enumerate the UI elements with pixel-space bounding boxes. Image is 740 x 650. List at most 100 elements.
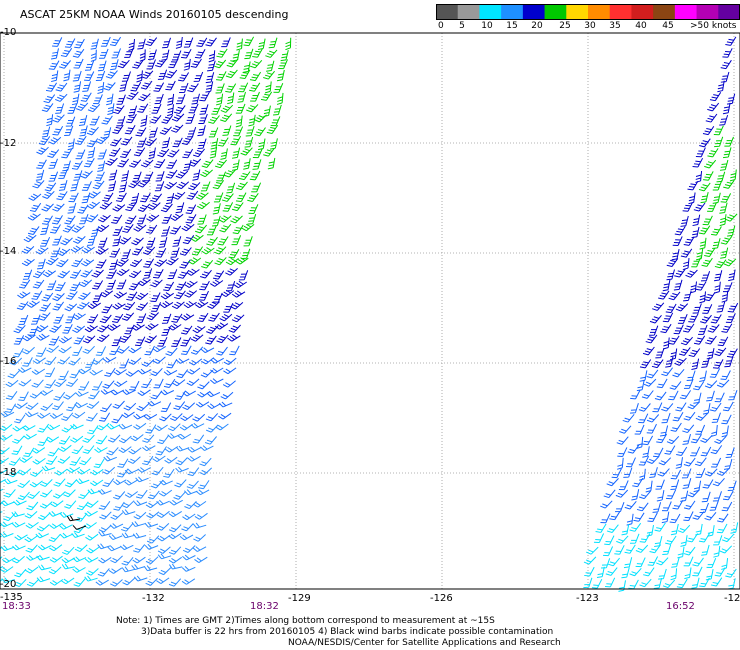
wind-barb — [72, 70, 82, 82]
wind-barb — [181, 578, 196, 585]
wind-barb-shape — [122, 577, 136, 586]
wind-barb — [137, 203, 151, 212]
wind-barb-shape — [100, 36, 111, 47]
wind-barb-shape — [35, 324, 49, 333]
wind-barb-shape — [187, 126, 197, 138]
wind-barb-shape — [13, 324, 26, 334]
wind-barb — [704, 247, 716, 257]
wind-barb-shape — [206, 325, 219, 334]
wind-barb-shape — [80, 269, 93, 278]
wind-barb-shape — [146, 535, 160, 544]
wind-barb — [615, 489, 629, 498]
wind-barb-shape — [141, 359, 155, 367]
wind-barb-shape — [197, 125, 206, 137]
wind-barb — [703, 171, 714, 181]
wind-barb — [193, 71, 204, 82]
wind-barb — [14, 402, 28, 409]
wind-barb-shape — [617, 447, 628, 457]
wind-barb-shape — [61, 148, 73, 159]
wind-barb — [270, 116, 281, 127]
wind-barb — [102, 192, 114, 202]
wind-barb — [583, 577, 593, 589]
wind-barb — [150, 390, 163, 400]
wind-barb — [182, 148, 194, 159]
wind-barb — [244, 136, 254, 148]
wind-barb — [26, 578, 40, 587]
wind-barb-shape — [656, 490, 665, 502]
wind-barb — [642, 346, 655, 356]
wind-barb — [80, 92, 92, 102]
wind-barb — [180, 313, 195, 321]
wind-barb-shape — [687, 489, 700, 498]
wind-barb-shape — [661, 511, 670, 524]
wind-barb — [706, 558, 717, 568]
wind-barb-shape — [706, 390, 715, 402]
wind-barb-shape — [52, 491, 66, 499]
wind-barb — [150, 480, 164, 489]
wind-barb — [142, 455, 154, 466]
wind-barb — [156, 499, 170, 506]
wind-barb-shape — [77, 204, 89, 214]
wind-barb-shape — [99, 48, 109, 59]
wind-barb — [157, 534, 171, 542]
wind-barb-shape — [654, 391, 667, 401]
wind-barb-shape — [36, 524, 50, 532]
wind-barb — [0, 556, 3, 565]
wind-barb-shape — [155, 446, 167, 456]
wind-barb-shape — [58, 346, 72, 354]
wind-barb — [72, 567, 86, 573]
wind-barb-shape — [720, 247, 729, 259]
wind-barb — [58, 346, 72, 354]
wind-barb — [84, 557, 99, 563]
wind-barb-shape — [0, 579, 3, 587]
wind-barb — [62, 324, 73, 334]
wind-barb-shape — [129, 380, 140, 391]
wind-barb-shape — [692, 214, 701, 227]
wind-barb — [165, 257, 179, 266]
wind-barb — [168, 58, 179, 69]
wind-barb-shape — [638, 413, 649, 424]
wind-barb-shape — [725, 36, 737, 46]
wind-barb — [179, 423, 193, 431]
wind-barb — [86, 401, 100, 409]
wind-barb-shape — [55, 103, 65, 114]
wind-barb — [228, 248, 240, 259]
wind-barb — [130, 192, 140, 204]
wind-barb — [103, 82, 116, 91]
wind-barb — [98, 501, 111, 510]
wind-barb-shape — [713, 125, 724, 136]
wind-barb-shape — [625, 457, 636, 468]
wind-barb — [677, 314, 688, 324]
wind-barb — [285, 37, 292, 51]
wind-barb — [722, 48, 733, 58]
wind-barb — [25, 544, 38, 553]
wind-barb — [662, 544, 672, 556]
wind-barb-shape — [205, 37, 217, 47]
wind-barb — [110, 137, 122, 147]
wind-barb-shape — [639, 490, 652, 500]
wind-barb — [13, 324, 26, 334]
wind-barb-shape — [14, 402, 28, 409]
wind-barb-shape — [198, 480, 210, 490]
wind-barb-shape — [70, 180, 79, 192]
wind-barb — [254, 114, 267, 123]
wind-barb-shape — [704, 511, 717, 521]
wind-barb-shape — [117, 458, 129, 468]
wind-barb — [42, 215, 53, 225]
wind-barb-shape — [629, 522, 642, 532]
wind-barb-shape — [191, 93, 200, 105]
wind-barb-shape — [45, 257, 59, 266]
wind-barb — [124, 47, 134, 58]
wind-barb — [44, 356, 57, 366]
wind-barb-shape — [235, 181, 248, 191]
wind-barb — [132, 171, 142, 182]
wind-barb — [118, 423, 133, 430]
wind-barb-shape — [90, 479, 104, 487]
wind-barb — [621, 524, 630, 536]
wind-barb-shape — [656, 557, 669, 566]
wind-barb-shape — [626, 513, 634, 526]
wind-barb — [40, 402, 54, 411]
wind-barb — [160, 292, 174, 300]
wind-barb-shape — [700, 434, 713, 443]
wind-barb-shape — [172, 137, 183, 148]
